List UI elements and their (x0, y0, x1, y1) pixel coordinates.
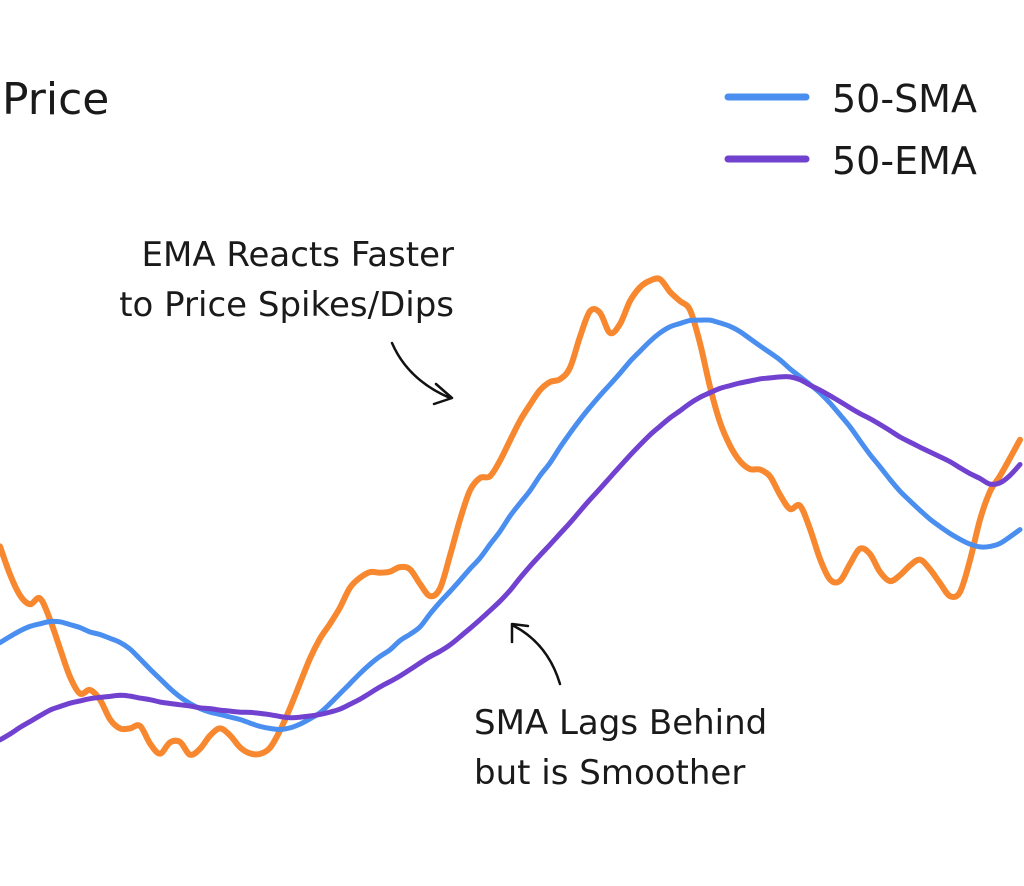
annotation-sma-arrow (510, 622, 562, 686)
annotation-ema-line-1: EMA Reacts Faster (142, 235, 455, 275)
series-lines (0, 275, 1023, 758)
y-axis-label: Price (2, 74, 109, 125)
annotation-sma-line-2: but is Smoother (474, 753, 745, 793)
annotation-ema-arrow (390, 341, 454, 406)
annotation-ema: EMA Reacts Faster to Price Spikes/Dips (119, 235, 455, 406)
series-line-50-ema (0, 374, 1023, 743)
series-line-50-sma (0, 317, 1023, 732)
legend-label-50-sma: 50-SMA (832, 77, 977, 121)
legend-item-50-ema: 50-EMA (724, 139, 977, 183)
annotation-sma-line-1: SMA Lags Behind (474, 703, 767, 743)
legend-label-50-ema: 50-EMA (832, 139, 977, 183)
series-line-price (0, 275, 1023, 758)
legend: 50-SMA 50-EMA (724, 77, 977, 183)
annotation-ema-line-2: to Price Spikes/Dips (119, 285, 454, 325)
legend-item-50-sma: 50-SMA (724, 77, 977, 121)
annotation-sma: SMA Lags Behind but is Smoother (474, 622, 767, 793)
